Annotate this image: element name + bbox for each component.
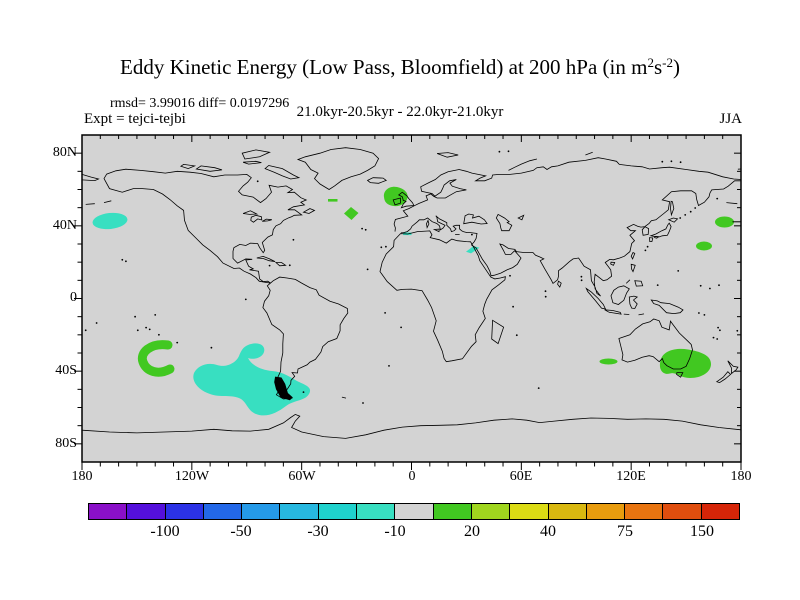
colorbar-cell (317, 503, 358, 520)
diff-value: 0.0197296 (229, 96, 290, 111)
colorbar-cell (624, 503, 664, 520)
colorbar-label-75: 75 (617, 523, 633, 540)
colorbar-cell (164, 503, 204, 520)
colorbar-label-n100: -100 (150, 523, 180, 540)
lon-label-120w: 120W (174, 469, 210, 484)
lon-label-60e: 60E (509, 469, 533, 484)
lon-label-180w: 180 (71, 469, 93, 484)
lon-label-0: 0 (408, 469, 416, 484)
map-frame (81, 134, 742, 463)
stats-line: rmsd= 3.99016 diff= 0.0197296 (110, 96, 289, 112)
title-closing-paren: ) (672, 55, 680, 79)
lon-label-120e: 120E (616, 469, 646, 484)
colorbar-cell (126, 503, 166, 520)
experiment-label: Expt = tejci-tejbi (84, 111, 186, 127)
coastlines (81, 147, 742, 439)
anomaly-patch-south-of-west-australia (599, 358, 618, 365)
title-superscript-s: -2 (662, 55, 673, 70)
lat-label-80s: 80S (55, 436, 77, 451)
experiment-name: tejci-tejbi (128, 111, 186, 127)
colorbar-cell (356, 503, 396, 520)
lat-label-eq: 0 (70, 290, 77, 305)
anomaly-patch-south-pacific-hook (137, 340, 175, 377)
anomaly-patch-north-pacific-west (92, 212, 128, 230)
colorbar-label-150: 150 (690, 523, 714, 540)
title-unit-s: s (653, 55, 663, 79)
anomaly-patch-british-isles (383, 186, 408, 207)
map-background (82, 135, 741, 462)
diff-label: diff= (198, 96, 227, 111)
colorbar-label-n30: -30 (307, 523, 329, 540)
lon-label-180e: 180 (730, 469, 752, 484)
colorbar-cell (547, 503, 587, 520)
colorbar-cell (88, 503, 128, 520)
period-subtitle: 21.0kyr-20.5kyr - 22.0kyr-21.0kyr (296, 104, 504, 120)
colorbar-label-20: 20 (464, 523, 480, 540)
anomaly-patch-atlantic-strip (328, 199, 338, 202)
anomaly-patch-southeast-australia (659, 348, 711, 378)
colorbar (88, 503, 741, 520)
title-text: Eddy Kinetic Energy (Low Pass, Bloomfiel… (120, 55, 648, 79)
rmsd-value: 3.99016 (149, 96, 195, 111)
colorbar-cell (470, 503, 511, 520)
colorbar-label-n10: -10 (384, 523, 406, 540)
season-label: JJA (719, 111, 742, 127)
colorbar-cell (202, 503, 243, 520)
figure-title: Eddy Kinetic Energy (Low Pass, Bloomfiel… (0, 55, 800, 80)
colorbar-label-40: 40 (540, 523, 556, 540)
colorbar-cell (700, 503, 741, 520)
colorbar-cell (585, 503, 626, 520)
colorbar-cell (509, 503, 549, 520)
title-superscript-m: 2 (647, 55, 654, 70)
colorbar-cell (432, 503, 472, 520)
colorbar-cell (241, 503, 281, 520)
anomaly-patch-northwest-pacific-42n (715, 216, 734, 228)
lat-label-40n: 40N (52, 218, 77, 233)
anomaly-patch-northwest-pacific-29n (696, 241, 712, 251)
lat-label-40s: 40S (55, 363, 77, 378)
rmsd-label: rmsd= (110, 96, 146, 111)
lat-label-80n: 80N (52, 145, 77, 160)
colorbar-cell (662, 503, 702, 520)
anomaly-patch-north-atlantic (344, 207, 359, 220)
colorbar-cell (279, 503, 319, 520)
lon-label-60w: 60W (288, 469, 316, 484)
colorbar-cell (394, 503, 434, 520)
colorbar-label-n50: -50 (230, 523, 252, 540)
